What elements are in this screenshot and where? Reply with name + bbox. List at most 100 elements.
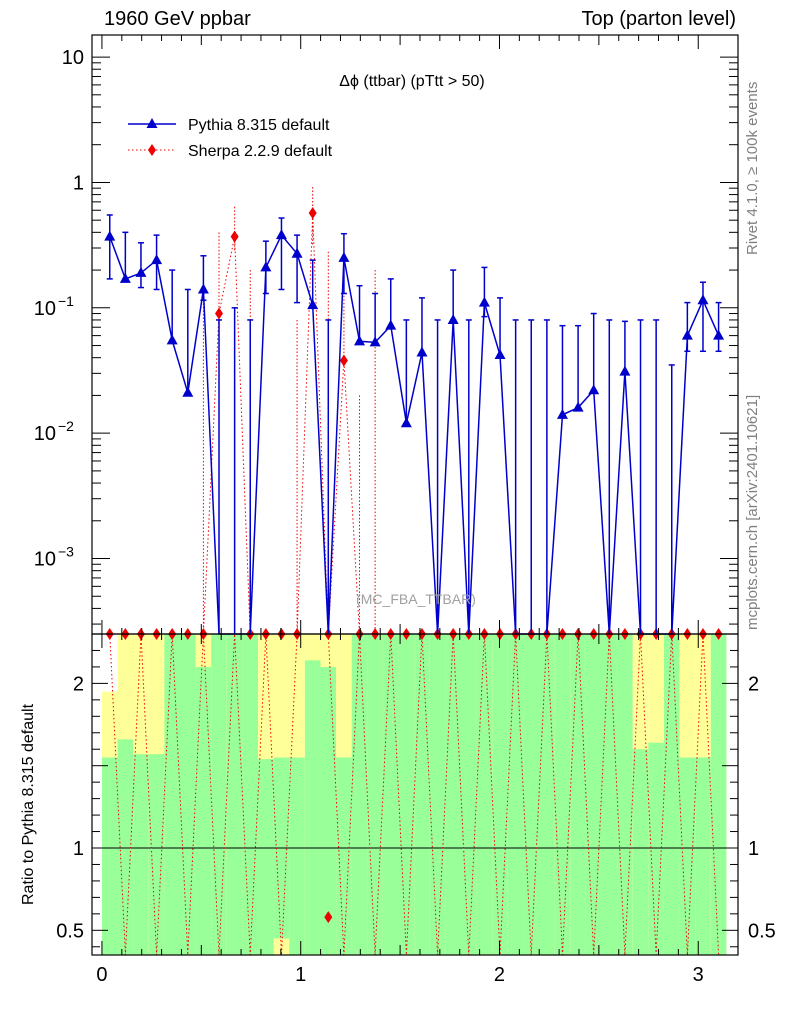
ratio-band-inner-bin (585, 634, 602, 955)
ratio-band-inner-bin (429, 634, 446, 955)
ratio-band-inner-bin (289, 757, 305, 955)
x-tick-label: 1 (295, 964, 306, 986)
pythia-point (416, 346, 428, 357)
ratio-band-inner-bin (336, 757, 352, 955)
pythia-point (260, 261, 272, 272)
ratio-band-inner-bin (507, 634, 524, 955)
ratio-band-inner-bin (632, 749, 649, 955)
ratio-y-tick-label: 2 (73, 673, 84, 695)
pythia-series-line (109, 233, 720, 635)
pythia-point (369, 336, 381, 347)
legend-pythia-label: Pythia 8.315 default (188, 117, 330, 134)
ratio-band-inner-bin (398, 634, 415, 955)
ratio-band-inner-bin (570, 634, 586, 955)
sherpa-ratio-point (324, 911, 333, 924)
sherpa-point (339, 354, 348, 367)
sherpa-point (308, 207, 317, 220)
ratio-band-inner-bin (195, 666, 212, 955)
ratio-band-inner-bin (554, 634, 571, 955)
pythia-point (494, 349, 506, 360)
ratio-y-tick-label-right: 2 (748, 673, 759, 695)
ratio-band-inner-bin (211, 634, 227, 955)
ratio-band-inner-bin (367, 634, 383, 955)
header-process-label: Top (parton level) (581, 8, 736, 30)
main-y-tick-exponent: −3 (58, 544, 74, 560)
main-y-tick-label: 1 (73, 172, 84, 194)
ratio-y-tick-label-right: 0.5 (748, 920, 776, 942)
main-y-tick-exponent: −1 (58, 293, 74, 309)
pythia-point (338, 251, 350, 262)
pythia-point (197, 283, 209, 294)
pythia-point (400, 417, 412, 428)
plot-title: Δϕ (ttbar) (pTtt > 50) (339, 73, 484, 90)
pythia-point (572, 401, 584, 412)
ratio-y-tick-label: 1 (73, 838, 84, 860)
ratio-band-inner-bin (539, 634, 555, 955)
ratio-band-inner-bin (492, 634, 508, 955)
rivet-version-label: Rivet 4.1.0, ≥ 100k events (744, 81, 761, 255)
sherpa-ratio-line (109, 633, 720, 956)
pythia-point (182, 386, 194, 397)
sherpa-point (230, 230, 239, 243)
pythia-point (354, 335, 366, 346)
main-y-tick-label: 10 (34, 549, 56, 571)
legend-pythia-marker (146, 118, 158, 128)
analysis-watermark: (MC_FBA_TTBAR) (356, 591, 476, 607)
ratio-band-inner-bin (179, 634, 196, 955)
ratio-bands (101, 634, 727, 955)
pythia-point (291, 247, 303, 258)
ratio-band-inner-bin (663, 634, 680, 955)
pythia-point (478, 296, 490, 307)
ratio-band-inner-bin (460, 634, 477, 955)
legend-sherpa-marker (148, 144, 156, 156)
ratio-band-inner-bin (523, 634, 540, 955)
ratio-band-inner-bin (164, 634, 180, 955)
pythia-point (166, 334, 178, 345)
ratio-band-inner-bin (445, 634, 461, 955)
main-y-tick-exponent: −2 (58, 418, 74, 434)
header-collision-label: 1960 GeV ppbar (104, 8, 251, 30)
pythia-point (697, 294, 709, 305)
ratio-band-inner-bin (476, 634, 493, 955)
pythia-point (275, 229, 287, 240)
pythia-point (307, 299, 319, 310)
mcplots-source-label: mcplots.cern.ch [arXiv:2401.10621] (744, 394, 761, 630)
ratio-band-inner-bin (695, 757, 711, 955)
ratio-band-inner-bin (101, 757, 118, 955)
ratio-y-tick-label-right: 1 (748, 838, 759, 860)
x-tick-label: 2 (494, 964, 505, 986)
ratio-band-inner-bin (320, 666, 337, 955)
ratio-band-inner-bin (710, 634, 727, 955)
ratio-band-inner-bin (351, 634, 368, 955)
pythia-point (588, 384, 600, 395)
x-tick-label: 0 (96, 964, 107, 986)
ratio-band-inner-bin (617, 634, 633, 955)
ratio-plot-frame (91, 633, 739, 956)
pythia-point (619, 365, 631, 376)
pythia-point (447, 313, 459, 324)
sherpa-point (215, 307, 224, 320)
ratio-band-inner-bin (242, 634, 259, 955)
ratio-band-inner-bin (148, 754, 165, 955)
ratio-band-inner-bin (117, 739, 134, 955)
ratio-band-inner-bin (648, 742, 664, 955)
pythia-point (556, 408, 568, 419)
main-y-tick-label: 10 (34, 423, 56, 445)
ratio-band-inner-bin (382, 634, 399, 955)
ratio-band-inner-bin (679, 757, 696, 955)
pythia-point (135, 266, 147, 277)
ratio-band-inner-bin (258, 759, 274, 955)
pythia-point (119, 272, 131, 283)
main-y-tick-label: 10 (34, 298, 56, 320)
ratio-band-inner-bin (304, 660, 321, 955)
pythia-point (151, 254, 163, 265)
ratio-band-inner-bin (226, 634, 243, 955)
ratio-y-axis-label: Ratio to Pythia 8.315 default (20, 703, 37, 905)
pythia-point (104, 230, 116, 241)
pythia-point (713, 329, 725, 340)
pythia-point (681, 329, 693, 340)
ratio-band-inner-bin (133, 754, 149, 955)
ratio-band-inner-bin (601, 634, 618, 955)
main-y-tick-label: 10 (62, 47, 84, 69)
